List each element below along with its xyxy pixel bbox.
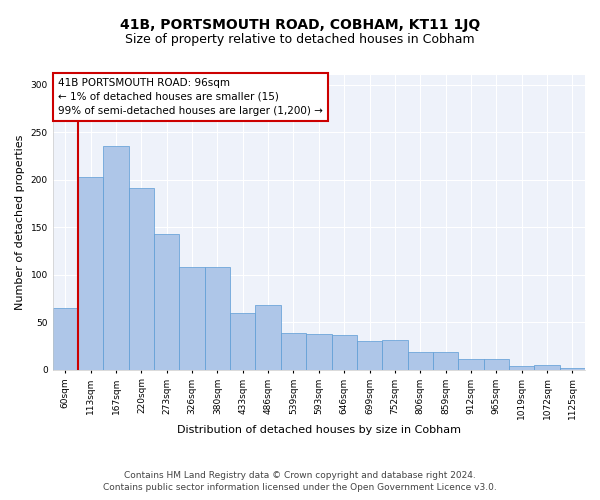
Bar bbox=[433, 352, 458, 370]
Bar bbox=[382, 340, 407, 370]
Bar bbox=[179, 267, 205, 370]
Bar bbox=[332, 334, 357, 370]
Bar bbox=[103, 146, 129, 370]
Bar bbox=[458, 359, 484, 370]
Bar bbox=[230, 312, 256, 370]
Text: 41B PORTSMOUTH ROAD: 96sqm
← 1% of detached houses are smaller (15)
99% of semi-: 41B PORTSMOUTH ROAD: 96sqm ← 1% of detac… bbox=[58, 78, 323, 116]
Bar bbox=[154, 234, 179, 370]
Bar bbox=[509, 366, 535, 370]
Bar bbox=[357, 341, 382, 370]
Bar bbox=[407, 352, 433, 370]
Bar bbox=[560, 368, 585, 370]
Bar bbox=[205, 267, 230, 370]
Bar bbox=[78, 176, 103, 370]
Bar bbox=[484, 359, 509, 370]
Bar bbox=[129, 188, 154, 370]
Bar bbox=[256, 305, 281, 370]
Bar bbox=[53, 308, 78, 370]
X-axis label: Distribution of detached houses by size in Cobham: Distribution of detached houses by size … bbox=[177, 425, 461, 435]
Text: Contains HM Land Registry data © Crown copyright and database right 2024.: Contains HM Land Registry data © Crown c… bbox=[124, 471, 476, 480]
Y-axis label: Number of detached properties: Number of detached properties bbox=[15, 134, 25, 310]
Text: Size of property relative to detached houses in Cobham: Size of property relative to detached ho… bbox=[125, 32, 475, 46]
Text: Contains public sector information licensed under the Open Government Licence v3: Contains public sector information licen… bbox=[103, 484, 497, 492]
Text: 41B, PORTSMOUTH ROAD, COBHAM, KT11 1JQ: 41B, PORTSMOUTH ROAD, COBHAM, KT11 1JQ bbox=[120, 18, 480, 32]
Bar bbox=[535, 365, 560, 370]
Bar bbox=[281, 332, 306, 370]
Bar bbox=[306, 334, 332, 370]
